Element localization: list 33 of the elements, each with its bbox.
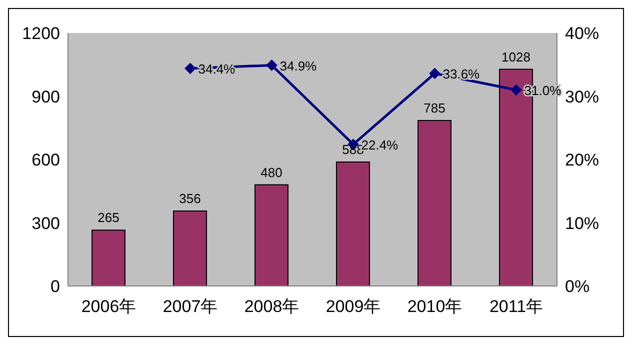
x-tick-label: 2011年 [489, 297, 544, 316]
bar [418, 120, 452, 286]
data-label: 33.6% [442, 66, 480, 82]
data-label: 34.9% [280, 58, 318, 74]
data-label: 785 [424, 100, 446, 116]
y2-tick-label: 10% [565, 214, 600, 233]
point [266, 60, 278, 71]
point [184, 62, 196, 74]
data-label: 356 [179, 190, 201, 206]
point [510, 84, 522, 96]
y-tick-label: 1200 [22, 24, 60, 44]
bar [173, 210, 207, 286]
y2-tick-label: 20% [565, 150, 600, 170]
y2-tick-label: 0% [565, 277, 590, 296]
y-tick-label: 0 [50, 277, 60, 296]
y2-tick-label: 40% [565, 24, 600, 44]
bar [92, 230, 126, 286]
data-label: 1028 [502, 49, 530, 64]
x-tick-label: 2006年 [81, 297, 136, 316]
bar [254, 184, 288, 286]
data-label: 265 [98, 210, 120, 226]
x-tick-label: 2009年 [326, 297, 381, 316]
x-tick-label: 2007年 [162, 297, 218, 316]
data-label: 480 [260, 164, 282, 180]
bar [336, 162, 370, 286]
y-tick-label: 900 [32, 87, 60, 106]
x-tick-label: 2010年 [407, 297, 462, 316]
y-tick-label: 300 [32, 214, 60, 233]
y-tick-label: 600 [32, 150, 60, 170]
y2-tick-label: 30% [565, 87, 600, 106]
x-tick-label: 2008年 [244, 297, 300, 316]
data-label: 22.4% [361, 137, 399, 152]
point [429, 68, 440, 79]
